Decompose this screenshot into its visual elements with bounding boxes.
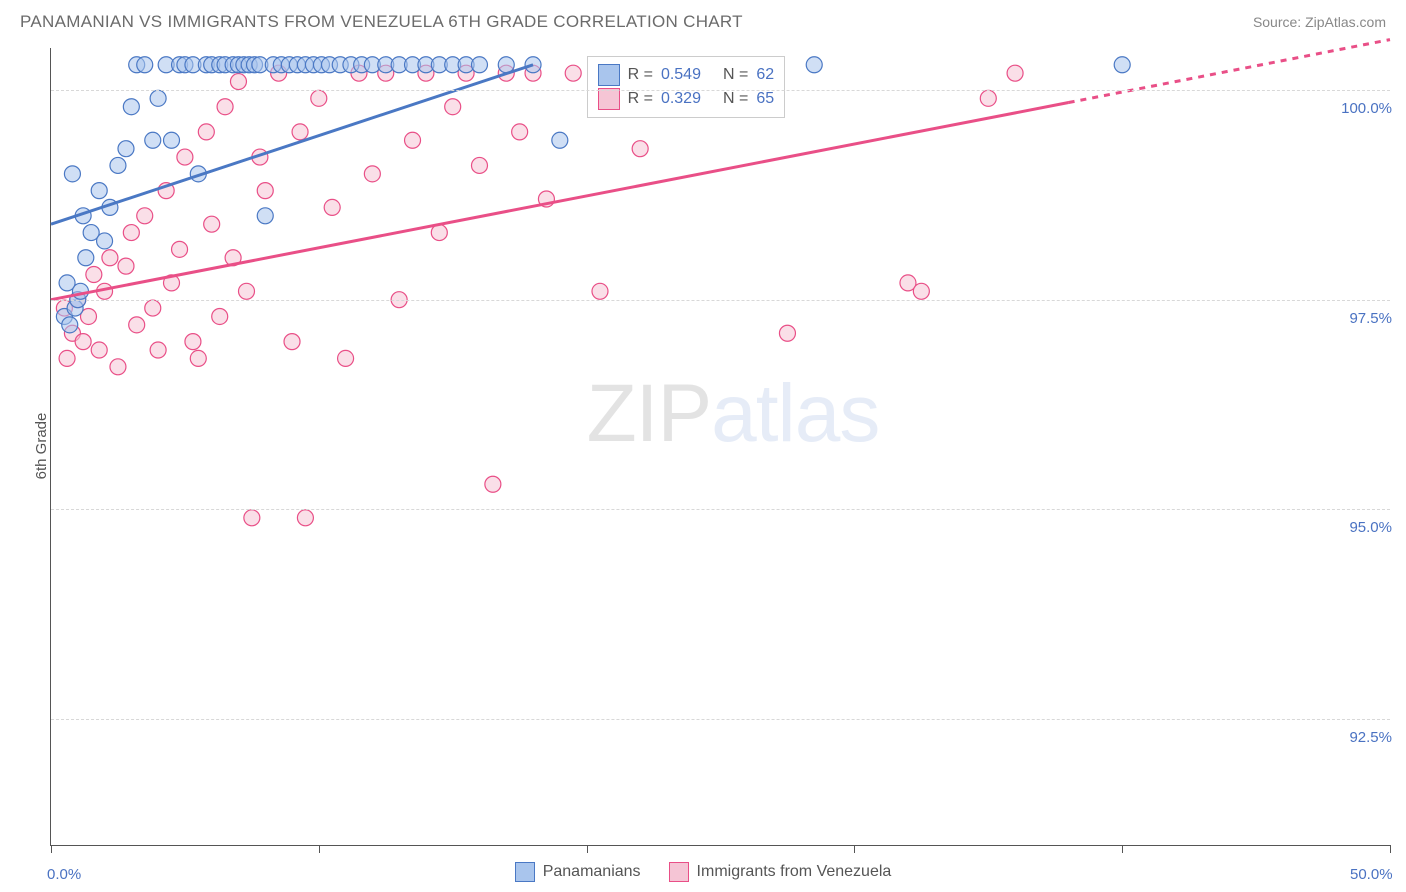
x-tick	[1390, 845, 1391, 853]
legend-swatch	[598, 88, 620, 110]
blue-point	[59, 275, 75, 291]
pink-point	[1007, 65, 1023, 81]
legend-item: Panamanians	[515, 862, 641, 882]
pink-point	[512, 124, 528, 140]
series-legend: Panamanians Immigrants from Venezuela	[0, 862, 1406, 882]
pink-point	[338, 350, 354, 366]
pink-point	[150, 342, 166, 358]
pink-point	[102, 250, 118, 266]
pink-point	[204, 216, 220, 232]
blue-point	[1114, 57, 1130, 73]
pink-point	[565, 65, 581, 81]
chart-header: PANAMANIAN VS IMMIGRANTS FROM VENEZUELA …	[0, 0, 1406, 40]
pink-point	[198, 124, 214, 140]
legend-swatch	[669, 862, 689, 882]
pink-point	[284, 334, 300, 350]
pink-point	[311, 90, 327, 106]
pink-point	[913, 283, 929, 299]
gridline	[51, 719, 1390, 720]
gridline	[51, 509, 1390, 510]
pink-point	[244, 510, 260, 526]
pink-point	[324, 199, 340, 215]
legend-swatch	[598, 64, 620, 86]
x-tick	[319, 845, 320, 853]
pink-point	[118, 258, 134, 274]
chart-title: PANAMANIAN VS IMMIGRANTS FROM VENEZUELA …	[20, 12, 743, 32]
correlation-legend: R =0.549N =62R =0.329N =65	[587, 56, 786, 118]
blue-point	[552, 132, 568, 148]
blue-point	[150, 90, 166, 106]
blue-point	[118, 141, 134, 157]
gridline	[51, 300, 1390, 301]
gridline	[51, 90, 1390, 91]
blue-point	[164, 132, 180, 148]
blue-point	[525, 57, 541, 73]
legend-r-label: R =	[628, 63, 653, 87]
blue-point	[78, 250, 94, 266]
pink-point	[190, 350, 206, 366]
pink-point	[137, 208, 153, 224]
pink-point	[592, 283, 608, 299]
legend-label: Panamanians	[543, 863, 641, 881]
blue-point	[137, 57, 153, 73]
pink-point	[145, 300, 161, 316]
pink-point	[212, 308, 228, 324]
blue-point	[123, 99, 139, 115]
pink-point	[257, 183, 273, 199]
blue-point	[257, 208, 273, 224]
pink-point	[110, 359, 126, 375]
pink-point	[86, 267, 102, 283]
blue-point	[145, 132, 161, 148]
legend-swatch	[515, 862, 535, 882]
blue-point	[97, 233, 113, 249]
pink-point	[779, 325, 795, 341]
legend-label: Immigrants from Venezuela	[697, 863, 892, 881]
pink-point	[172, 241, 188, 257]
pink-point	[129, 317, 145, 333]
legend-row: R = 0.549 N = 62	[598, 63, 775, 87]
pink-point	[364, 166, 380, 182]
x-tick	[1122, 845, 1123, 853]
y-tick-label: 97.5%	[1349, 310, 1392, 327]
legend-r-value: 0.549	[661, 63, 701, 87]
pink-point	[980, 90, 996, 106]
pink-point	[292, 124, 308, 140]
pink-point	[632, 141, 648, 157]
pink-point	[238, 283, 254, 299]
pink-point	[445, 99, 461, 115]
y-tick-label: 100.0%	[1341, 100, 1392, 117]
pink-point	[230, 74, 246, 90]
blue-point	[110, 157, 126, 173]
scatter-svg	[51, 48, 1390, 845]
chart-plot-area: ZIPatlas R =0.549N =62R =0.329N =65 100.…	[50, 48, 1390, 846]
blue-point	[806, 57, 822, 73]
y-axis-label: 6th Grade	[33, 413, 50, 480]
x-tick	[854, 845, 855, 853]
pink-point	[59, 350, 75, 366]
pink-point	[405, 132, 421, 148]
y-tick-label: 95.0%	[1349, 519, 1392, 536]
source-attribution: Source: ZipAtlas.com	[1253, 14, 1386, 30]
pink-point	[185, 334, 201, 350]
pink-point	[123, 225, 139, 241]
pink-point	[75, 334, 91, 350]
x-tick	[51, 845, 52, 853]
y-tick-label: 92.5%	[1349, 729, 1392, 746]
blue-point	[62, 317, 78, 333]
legend-n-value: 62	[756, 63, 774, 87]
pink-point	[297, 510, 313, 526]
legend-n-label: N =	[723, 63, 748, 87]
pink-point	[485, 476, 501, 492]
pink-point	[471, 157, 487, 173]
blue-point	[64, 166, 80, 182]
legend-item: Immigrants from Venezuela	[669, 862, 892, 882]
pink-point	[177, 149, 193, 165]
x-tick	[587, 845, 588, 853]
pink-point	[217, 99, 233, 115]
blue-point	[471, 57, 487, 73]
blue-point	[91, 183, 107, 199]
pink-point	[91, 342, 107, 358]
